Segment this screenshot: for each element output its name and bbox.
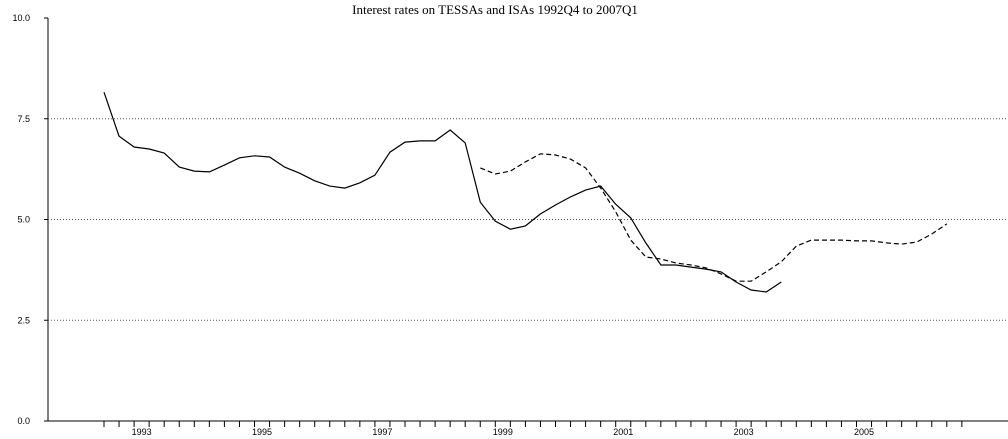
x-tick-label: 2001 [613,427,633,437]
chart-title: Interest rates on TESSAs and ISAs 1992Q4… [352,2,638,17]
y-tick-label: 0.0 [17,416,30,426]
y-tick-label: 10.0 [12,13,30,23]
x-tick-label: 1995 [252,427,272,437]
y-tick-label: 5.0 [17,215,30,225]
y-tick-label: 7.5 [17,114,30,124]
x-tick-label: 1999 [493,427,513,437]
y-tick-label: 2.5 [17,315,30,325]
x-tick-label: 2005 [854,427,874,437]
x-tick-label: 1993 [132,427,152,437]
x-tick-label: 2003 [734,427,754,437]
x-tick-label: 1997 [372,427,392,437]
series-line [103,92,782,293]
series-line [480,153,948,282]
